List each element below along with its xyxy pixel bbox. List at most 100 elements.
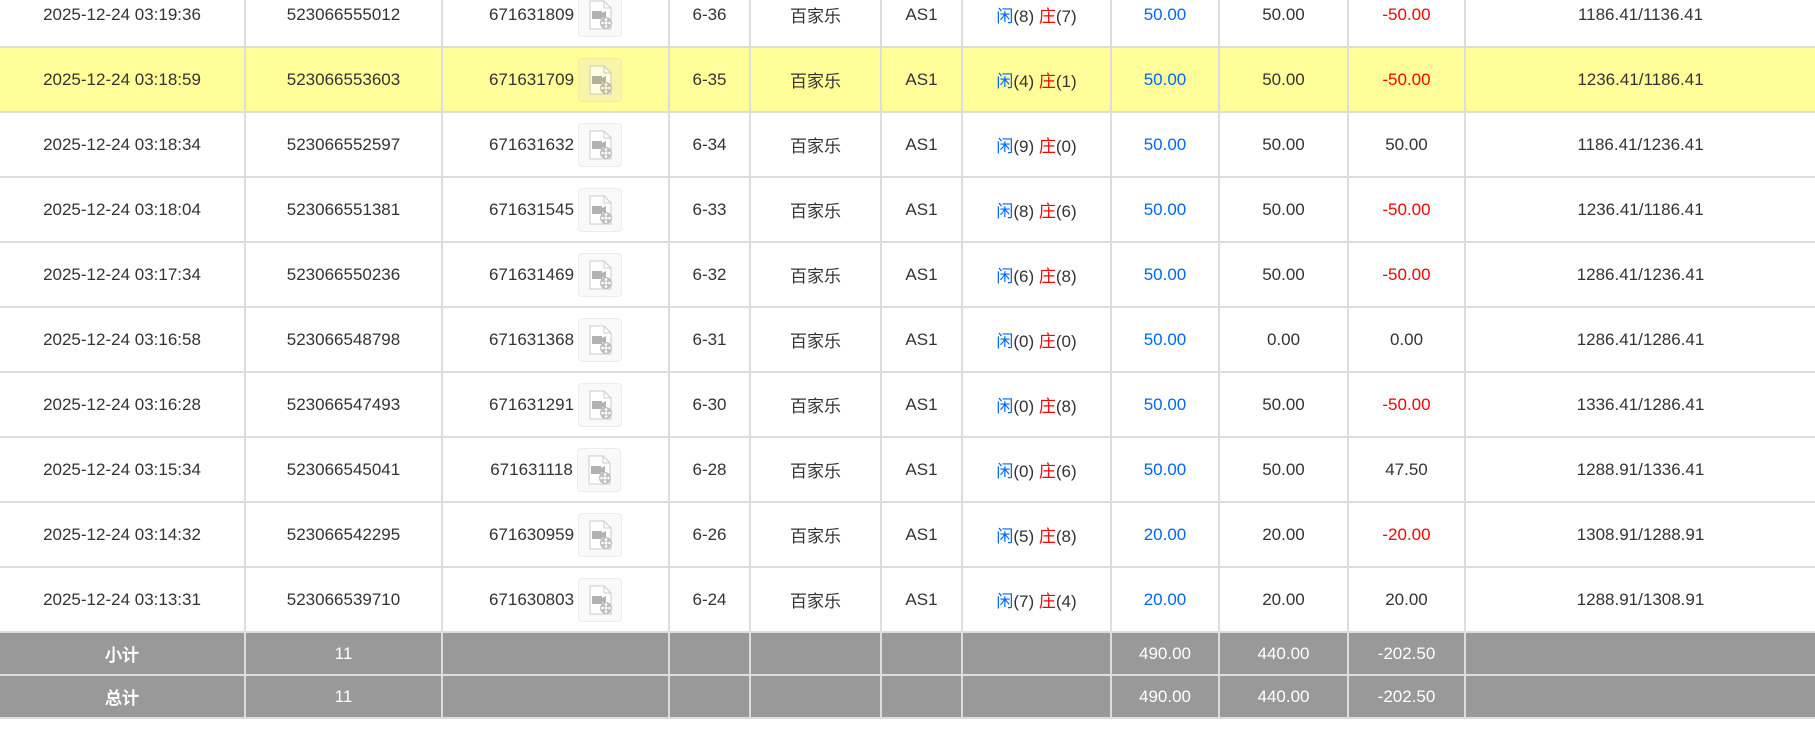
valid-bet: 50.00	[1218, 111, 1349, 178]
game-type: 百家乐	[749, 306, 882, 373]
banker-points: (1)	[1055, 72, 1077, 91]
player-points: (9)	[1013, 137, 1035, 156]
player-label: 闲	[996, 267, 1014, 286]
round-id: 671631368	[488, 329, 575, 349]
bet-time: 2025-12-24 03:19:36	[0, 0, 246, 48]
total-row: 总计 11 490.00 440.00 -202.50	[0, 674, 1815, 719]
bet-time: 2025-12-24 03:17:34	[0, 241, 246, 308]
bet-id: 523066539710	[244, 566, 443, 633]
table-row: 2025-12-24 03:19:36 523066555012 671631809…	[0, 0, 1815, 48]
game-result: 闲(7) 庄(4)	[961, 566, 1112, 633]
video-replay-icon[interactable]	[578, 187, 623, 232]
banker-label: 庄	[1038, 462, 1056, 481]
valid-bet: 50.00	[1218, 436, 1349, 503]
valid-bet: 0.00	[1218, 306, 1349, 373]
bet-time: 2025-12-24 03:18:04	[0, 176, 246, 243]
balance-change: 1288.91/1308.91	[1464, 566, 1815, 633]
round-cell: 671631632	[441, 111, 670, 178]
balance-change: 1186.41/1136.41	[1464, 0, 1815, 48]
bet-amount: 50.00	[1110, 176, 1220, 243]
bet-time: 2025-12-24 03:18:34	[0, 111, 246, 178]
player-label: 闲	[996, 527, 1014, 546]
video-replay-icon[interactable]	[578, 252, 623, 297]
bet-id: 523066547493	[244, 371, 443, 438]
banker-points: (8)	[1055, 527, 1077, 546]
balance-change: 1186.41/1236.41	[1464, 111, 1815, 178]
bet-id: 523066555012	[244, 0, 443, 48]
player-label: 闲	[996, 462, 1014, 481]
banker-label: 庄	[1038, 202, 1056, 221]
banker-points: (0)	[1055, 137, 1077, 156]
banker-label: 庄	[1038, 332, 1056, 351]
banker-label: 庄	[1038, 72, 1056, 91]
round-cell: 671631118	[441, 436, 670, 503]
player-label: 闲	[996, 202, 1014, 221]
valid-bet: 50.00	[1218, 371, 1349, 438]
banker-label: 庄	[1038, 527, 1056, 546]
game-type: 百家乐	[749, 566, 882, 633]
banker-points: (6)	[1055, 202, 1077, 221]
video-replay-icon[interactable]	[576, 447, 621, 492]
video-replay-icon[interactable]	[578, 577, 623, 622]
round-id: 671631709	[488, 69, 575, 89]
video-replay-icon[interactable]	[578, 382, 623, 427]
table-row: 2025-12-24 03:13:31 523066539710 671630803…	[0, 566, 1815, 633]
table-name: AS1	[880, 46, 963, 113]
bet-time: 2025-12-24 03:16:58	[0, 306, 246, 373]
valid-bet: 50.00	[1218, 0, 1349, 48]
video-replay-icon[interactable]	[578, 317, 623, 362]
game-type: 百家乐	[749, 371, 882, 438]
table-name: AS1	[880, 371, 963, 438]
bet-records-table: 2025-12-24 03:19:36 523066555012 671631809…	[0, 0, 1815, 719]
player-points: (8)	[1013, 7, 1035, 26]
round-id: 671630959	[488, 524, 575, 544]
win-loss: 20.00	[1347, 566, 1466, 633]
video-replay-icon[interactable]	[578, 512, 623, 557]
valid-bet: 50.00	[1218, 176, 1349, 243]
win-loss: -50.00	[1347, 176, 1466, 243]
banker-label: 庄	[1038, 137, 1056, 156]
round-cell: 671631809	[441, 0, 670, 48]
round-id: 671631809	[488, 4, 575, 24]
shoe-number: 6-32	[668, 241, 751, 308]
summary-winloss: -202.50	[1347, 631, 1466, 676]
win-loss: -50.00	[1347, 371, 1466, 438]
balance-change: 1308.91/1288.91	[1464, 501, 1815, 568]
video-replay-icon[interactable]	[578, 0, 623, 37]
bet-amount: 50.00	[1110, 241, 1220, 308]
video-replay-icon[interactable]	[578, 122, 623, 167]
player-points: (0)	[1013, 332, 1035, 351]
win-loss: -20.00	[1347, 501, 1466, 568]
table-row: 2025-12-24 03:18:34 523066552597 671631632…	[0, 111, 1815, 178]
table-row: 2025-12-24 03:16:58 523066548798 671631368…	[0, 306, 1815, 373]
player-points: (0)	[1013, 462, 1035, 481]
valid-bet: 20.00	[1218, 501, 1349, 568]
player-points: (0)	[1013, 397, 1035, 416]
bet-id: 523066550236	[244, 241, 443, 308]
summary-label: 总计	[0, 674, 246, 719]
bet-amount: 50.00	[1110, 306, 1220, 373]
banker-points: (4)	[1055, 592, 1077, 611]
video-replay-icon[interactable]	[578, 57, 623, 102]
win-loss: -50.00	[1347, 0, 1466, 48]
valid-bet: 20.00	[1218, 566, 1349, 633]
balance-change: 1286.41/1286.41	[1464, 306, 1815, 373]
subtotal-row: 小计 11 490.00 440.00 -202.50	[0, 631, 1815, 676]
win-loss: 50.00	[1347, 111, 1466, 178]
round-id: 671631632	[488, 134, 575, 154]
balance-change: 1288.91/1336.41	[1464, 436, 1815, 503]
player-label: 闲	[996, 332, 1014, 351]
player-label: 闲	[996, 7, 1014, 26]
valid-bet: 50.00	[1218, 46, 1349, 113]
player-points: (6)	[1013, 267, 1035, 286]
summary-valid: 440.00	[1218, 674, 1349, 719]
bet-id: 523066553603	[244, 46, 443, 113]
game-result: 闲(4) 庄(1)	[961, 46, 1112, 113]
round-cell: 671630803	[441, 566, 670, 633]
bet-time: 2025-12-24 03:18:59	[0, 46, 246, 113]
bet-id: 523066545041	[244, 436, 443, 503]
summary-valid: 440.00	[1218, 631, 1349, 676]
win-loss: 47.50	[1347, 436, 1466, 503]
banker-label: 庄	[1038, 267, 1056, 286]
game-type: 百家乐	[749, 0, 882, 48]
